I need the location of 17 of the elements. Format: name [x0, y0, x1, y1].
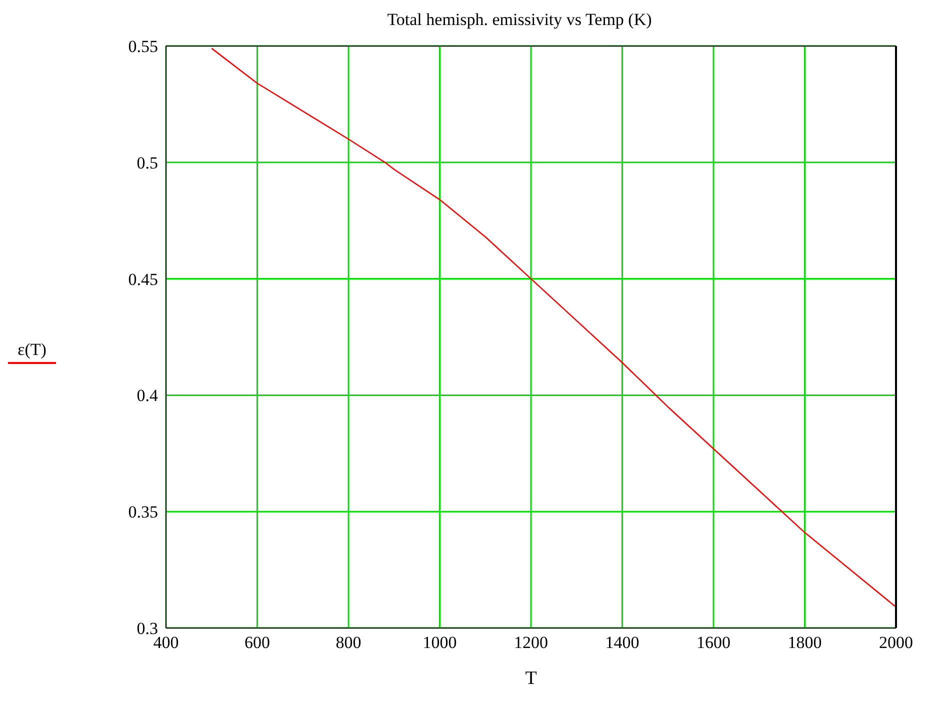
x-tick-label: 1600	[696, 633, 730, 652]
line-series	[210, 48, 896, 608]
x-axis-title: T	[525, 668, 538, 689]
y-tick-label: 0.35	[128, 502, 158, 522]
x-tick-label: 1000	[422, 633, 457, 652]
y-tick-label: 0.45	[128, 270, 158, 289]
x-tick-label: 1800	[788, 633, 822, 652]
x-tick-label: 1400	[605, 633, 640, 652]
y-tick-label: 0.55	[128, 37, 158, 56]
x-tick-label: 1200	[514, 633, 548, 652]
x-tick-label: 600	[244, 633, 270, 652]
x-tick-label: 2000	[879, 633, 913, 652]
text: ε(T)	[18, 340, 46, 360]
x-tick-label: 800	[336, 633, 362, 652]
y-tick-label: 0.4	[136, 386, 158, 406]
y-tick-label: 0.5	[136, 153, 158, 172]
chart-title: Total hemisph. emissivity vs Temp (K)	[386, 10, 653, 30]
